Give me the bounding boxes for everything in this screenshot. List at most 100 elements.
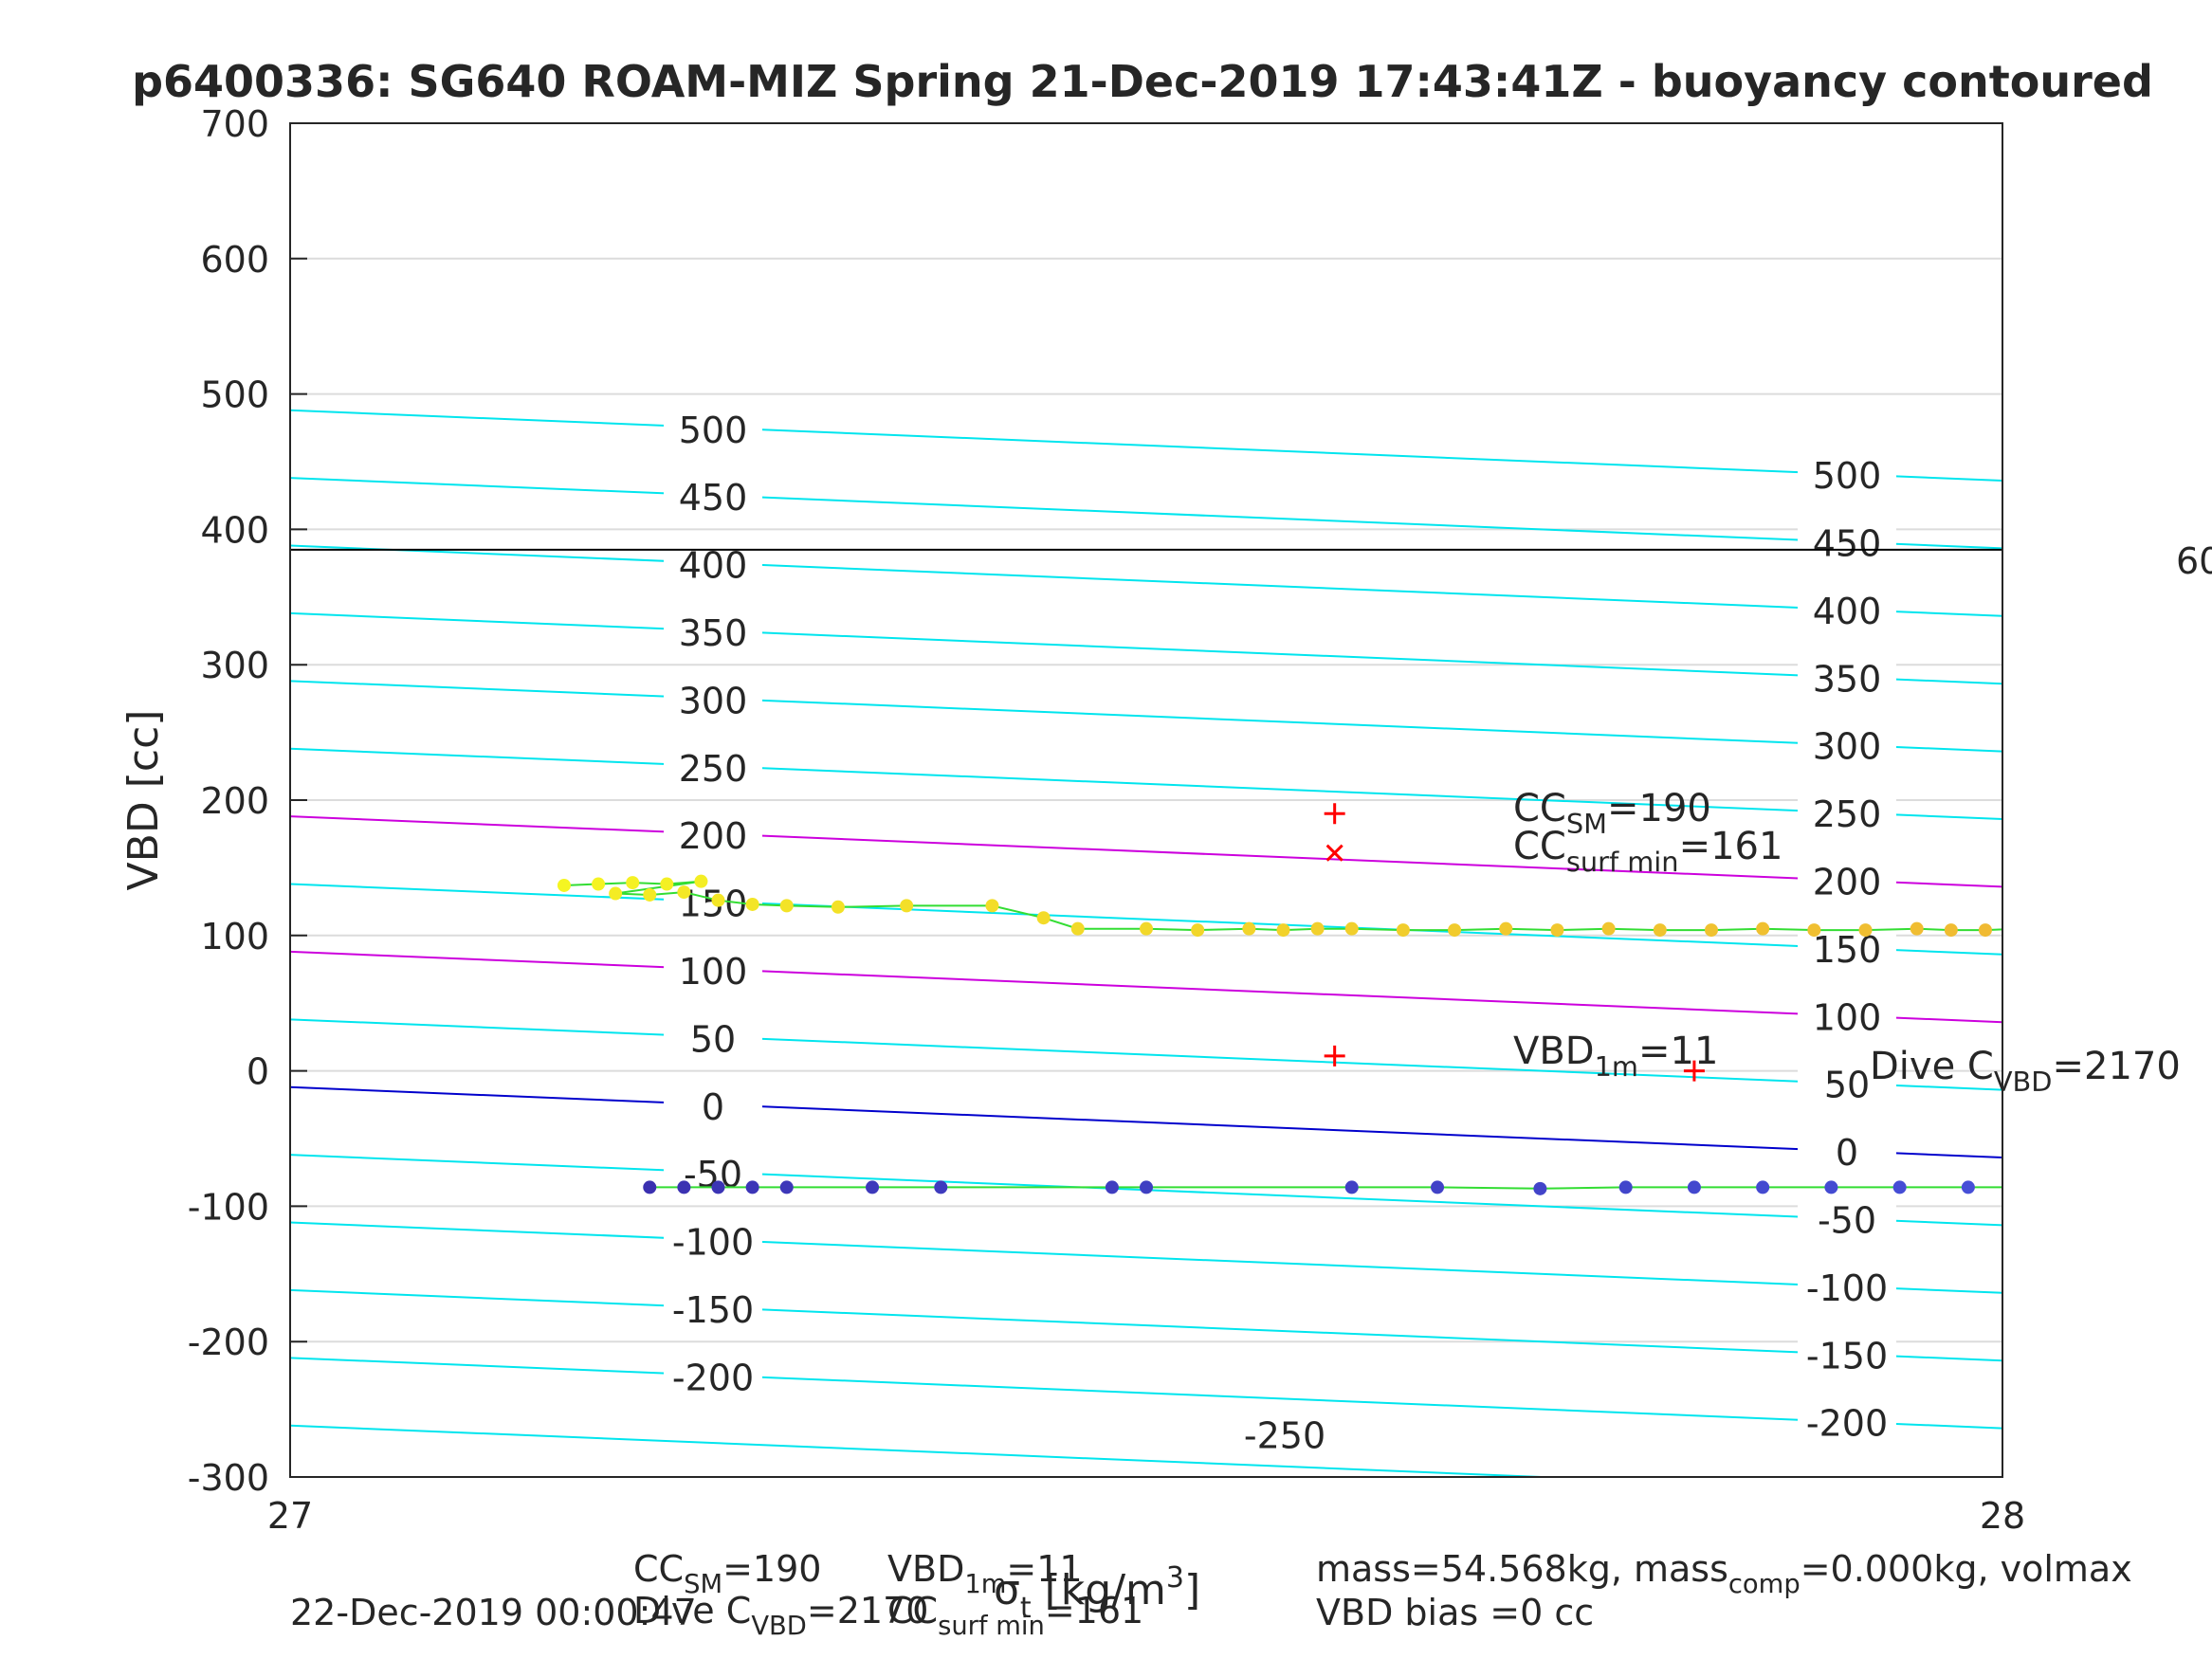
contour-label-bg (664, 539, 762, 590)
data-point (1310, 921, 1325, 936)
contour-label-bg (1798, 789, 1896, 839)
contour-label-bg (1798, 992, 1896, 1042)
data-point (2150, 923, 2164, 937)
data-point (1191, 923, 1205, 938)
y-tick-label: 600 (200, 239, 269, 281)
data-point (592, 877, 606, 891)
data-point (1601, 921, 1616, 936)
footer-cc-surf-sub: surf min (938, 1612, 1045, 1641)
contour-label-bg (1798, 1127, 1896, 1177)
y-tick-label: -100 (188, 1186, 269, 1228)
contour-line (290, 1085, 2002, 1158)
annotation-cc-sm: CCSM=190 (1513, 787, 1711, 840)
contour-label-left: -150 (672, 1289, 754, 1331)
footer-dive-c: Dive CVBD=2170 (633, 1590, 928, 1641)
footer-mass-main: mass=54.568kg, mass (1316, 1548, 1728, 1590)
contour-line (290, 1288, 2002, 1362)
footer-vbd-1m-main: VBD (887, 1548, 964, 1590)
contour-label-right: 500 (1813, 455, 1882, 497)
data-point (711, 1180, 725, 1194)
contour-label-right: -50 (1818, 1199, 1876, 1241)
footer-cc-sm-sub: SM (684, 1570, 722, 1599)
data-point (1070, 921, 1085, 936)
contour-label-left: 500 (679, 410, 748, 451)
contour-line (290, 1424, 1565, 1477)
data-point (1242, 921, 1256, 936)
contour-label-right: 400 (1813, 591, 1882, 632)
x-tick-label: 28 (1980, 1495, 2025, 1537)
contour-label-right: 150 (1813, 929, 1882, 971)
data-point (1036, 911, 1051, 925)
data-point (1140, 921, 1153, 936)
data-point (1824, 1180, 1838, 1194)
y-axis-label: VBD [cc] (119, 710, 168, 891)
contour-label-bg (1798, 1059, 1896, 1109)
contour-label-bg (1798, 856, 1896, 906)
annotation-cc-sm-tail: =190 (1607, 787, 1711, 830)
contour-line (290, 544, 2002, 617)
x-marker (1325, 844, 1344, 862)
annotation-vbd-1m-tail: =11 (1638, 1030, 1718, 1073)
contour-label-bg (664, 742, 762, 793)
contour-line (290, 1221, 2002, 1294)
contour-label-bg (664, 472, 762, 522)
contour-label-bg (1798, 585, 1896, 635)
contour-label-right: -100 (1806, 1267, 1888, 1309)
data-point (1618, 1180, 1633, 1194)
contour-label-bg (664, 675, 762, 725)
annotation-dive-c-sub: VBD (1994, 1066, 2053, 1098)
contour-labels: 500450400350300250200150100500-50-100-15… (664, 404, 1896, 1460)
contour-label-bg (664, 1284, 762, 1334)
contour-label-left: 100 (679, 951, 748, 993)
contour-line (290, 747, 2002, 820)
plus-marker (1324, 1045, 1345, 1066)
data-point (745, 897, 759, 911)
data-point (626, 876, 640, 890)
annotation-cc-surf: CCsurf min=161 (1513, 825, 1782, 878)
annotation-vbd-1m-sub: 1m (1595, 1050, 1638, 1083)
contour-label-bg (1798, 653, 1896, 703)
contour-label-left: 250 (679, 748, 748, 790)
data-series (290, 548, 2198, 1195)
footer-mass-sub: comp (1728, 1570, 1801, 1599)
y-tick-label: 500 (200, 374, 269, 416)
x-axis-label: σt [kg/m3] (994, 1561, 1200, 1625)
contour-label-left: -200 (672, 1357, 754, 1398)
y-tick-label: 200 (200, 780, 269, 822)
data-point (2013, 922, 2026, 936)
x-axis-label-part: σ (994, 1566, 1020, 1614)
contour-label-left: 400 (679, 545, 748, 587)
data-point (643, 1180, 657, 1194)
x-axis-label-part: 3 (1166, 1561, 1184, 1595)
footer: σt [kg/m3]22-Dec-2019 00:00:47CCSM=190Di… (290, 1548, 2132, 1641)
data-point (831, 900, 845, 914)
data-point (1550, 923, 1564, 938)
data-point (985, 899, 999, 913)
data-point (609, 886, 623, 901)
plus-marker (1683, 1060, 1705, 1082)
contour-label-bg (1798, 1330, 1896, 1380)
contour-label-bg (664, 1352, 762, 1402)
footer-cc-sm: CCSM=190 (633, 1548, 821, 1599)
annotation-vbd-1m: VBD1m=11 (1513, 1030, 1718, 1083)
footer-cc-surf-main: CC (887, 1590, 938, 1632)
data-point (677, 1180, 691, 1194)
contour-label-bg (664, 1013, 762, 1064)
data-point (1858, 923, 1873, 938)
contour-line (290, 409, 2002, 482)
data-point (1105, 1180, 1119, 1194)
footer-dive-c-sub: VBD (751, 1612, 807, 1641)
data-point (2167, 1180, 2181, 1194)
x-axis-label-part: ] (1184, 1566, 1200, 1614)
contour-label-right: 250 (1813, 793, 1882, 835)
data-point (1687, 1180, 1701, 1194)
y-tick-label: 0 (247, 1051, 269, 1093)
contour-label-left: 200 (679, 815, 748, 857)
contour-label-left: 350 (679, 612, 748, 654)
data-point (711, 893, 725, 907)
contour-line (290, 815, 2002, 888)
data-point (2185, 923, 2198, 937)
footer-mass: mass=54.568kg, masscomp=0.000kg, volmax (1316, 1548, 2132, 1599)
annotation-dive-c: Dive CVBD=2170 (1870, 1045, 2181, 1098)
